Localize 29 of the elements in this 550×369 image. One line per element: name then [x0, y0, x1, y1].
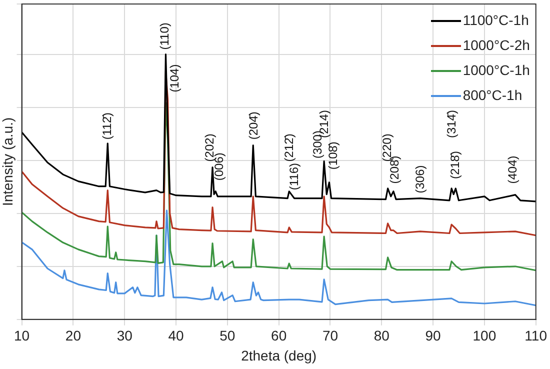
x-tick-label: 70 — [322, 328, 338, 344]
x-tick-label: 30 — [116, 328, 133, 344]
y-axis-title: Intensity (a.u.) — [0, 117, 16, 206]
annotation: (218̄) — [448, 151, 462, 180]
text: (110) — [158, 22, 172, 50]
annotation: (112̄) — [100, 112, 114, 140]
x-tick-label: 90 — [425, 328, 442, 344]
x-tick-label: 40 — [168, 328, 184, 344]
x-tick-label: 50 — [220, 328, 236, 344]
annotation: (108̄) — [326, 142, 340, 170]
annotation: (204̄) — [246, 112, 260, 140]
annotation: (314̄) — [444, 110, 458, 138]
x-tick-label: 100 — [472, 328, 496, 344]
annotation: (306) — [413, 165, 428, 194]
x-tick-label: 60 — [271, 328, 287, 344]
x-tick-label: 80 — [374, 328, 390, 344]
legend-label: 800°C-1h — [462, 86, 522, 105]
annotation: (404) — [506, 156, 520, 184]
x-tick-label: 110 — [524, 328, 548, 344]
annotation: (104) — [167, 64, 182, 92]
x-tick-label: 10 — [14, 328, 30, 344]
annotation: (116) — [287, 162, 302, 190]
legend-label: 1100°C-1h — [462, 11, 529, 30]
annotation: (212̄) — [282, 134, 296, 162]
x-axis-title: 2theta (deg) — [241, 347, 317, 364]
legend-label: 1000°C-1h — [462, 61, 530, 80]
legend-label: 1000°C-2h — [462, 36, 530, 55]
x-tick-label: 20 — [65, 328, 82, 344]
annotation: (202) — [202, 134, 216, 162]
